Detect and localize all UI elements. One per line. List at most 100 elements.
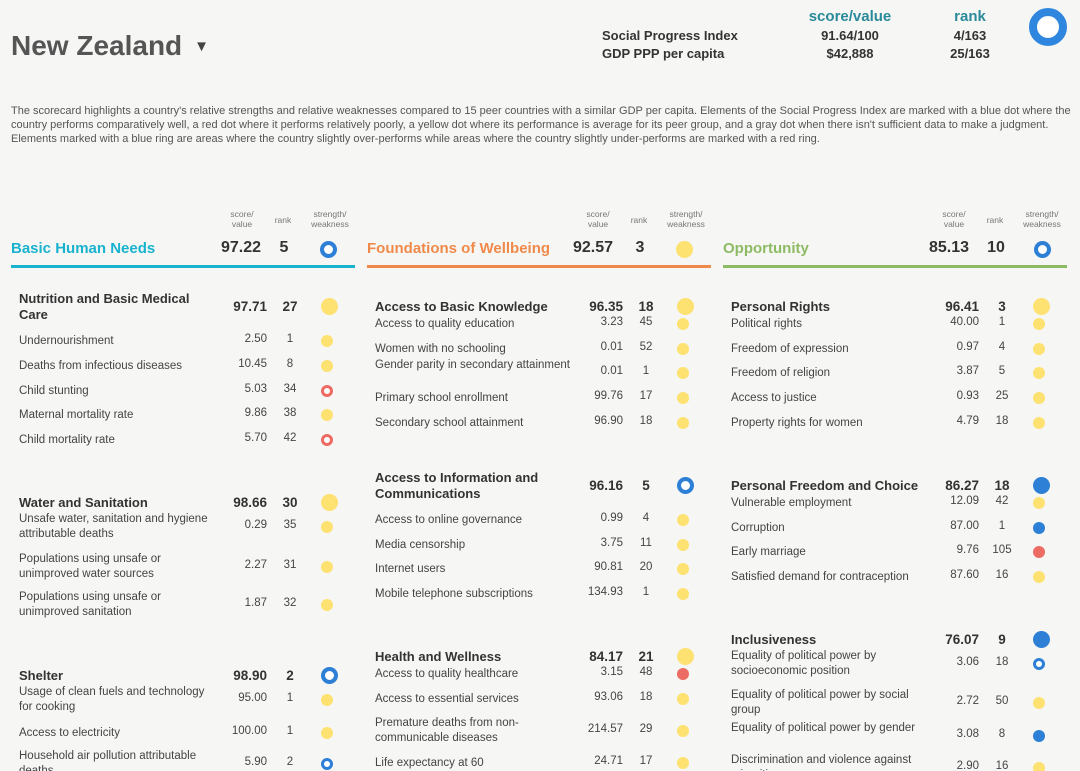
gdp-rank: 25/163 — [950, 46, 990, 61]
gdp-value: $42,888 — [826, 46, 874, 61]
indicator-name: Vulnerable employment — [731, 496, 852, 509]
indicator-name: Gender parity in secondary attainment — [375, 359, 570, 371]
indicator-rank: 48 — [639, 666, 653, 678]
component-score: 98.90 — [233, 668, 267, 683]
spi-score: 91.64/100 — [821, 28, 879, 43]
indicator-name: Freedom of expression — [731, 342, 849, 355]
spi-rank: 4/163 — [953, 28, 987, 43]
yellow-dot-icon — [677, 298, 694, 315]
indicator-rank: 45 — [639, 316, 653, 328]
yellow-dot-icon — [677, 367, 689, 379]
indicator-score: 87.00 — [950, 520, 979, 532]
indicator-name: Corruption — [731, 521, 785, 534]
indicator-name: Media censorship — [375, 538, 466, 551]
dimension-rank: 10 — [987, 239, 1005, 256]
indicator-name: Primary school enrollment — [375, 391, 508, 404]
yellow-dot-icon — [677, 648, 694, 665]
indicator-name: Access to essential services — [375, 692, 519, 705]
country-selector[interactable]: New Zealand ▼ — [11, 30, 209, 62]
dimension-rank: 3 — [635, 239, 645, 256]
component-rank: 9 — [998, 632, 1006, 647]
indicator-rank: 18 — [639, 415, 653, 427]
indicator-score: 0.01 — [600, 341, 623, 353]
indicator-rank: 29 — [639, 723, 653, 735]
scorecard-description: The scorecard highlights a country's rel… — [11, 105, 1071, 145]
gdp-label: GDP PPP per capita — [602, 46, 725, 61]
indicator-score: 24.71 — [594, 755, 623, 767]
indicator-name: Child mortality rate — [19, 433, 115, 446]
dimension-title[interactable]: Foundations of Wellbeing — [367, 240, 551, 257]
component-name: Personal Rights — [731, 299, 830, 314]
indicator-score: 2.90 — [956, 760, 979, 771]
blue-ring-icon — [321, 667, 338, 684]
indicator-name: Equality of political power by social gr… — [731, 689, 909, 716]
dimension-divider — [11, 265, 355, 268]
indicator-name: Life expectancy at 60 — [375, 756, 484, 769]
dimension-divider — [723, 265, 1067, 268]
indicator-name: Unsafe water, sanitation and hygiene att… — [19, 513, 208, 540]
indicator-rank: 1 — [286, 333, 294, 345]
indicator-name: Maternal mortality rate — [19, 408, 134, 421]
indicator-rank: 25 — [995, 390, 1009, 402]
indicator-rank: 2 — [286, 756, 294, 768]
component-rank: 5 — [642, 478, 650, 493]
component-rank: 18 — [638, 299, 654, 314]
indicator-name: Equality of political power by socioecon… — [731, 650, 877, 677]
component-name: Health and Wellness — [375, 649, 502, 664]
indicator-rank: 16 — [995, 760, 1009, 771]
yellow-dot-icon — [677, 757, 689, 769]
yellow-dot-icon — [677, 588, 689, 600]
dimension-status-icon — [1034, 241, 1051, 258]
indicator-rank: 4 — [642, 512, 650, 524]
indicator-name: Internet users — [375, 562, 446, 575]
dimension-basic-human-needs: score/value rank strength/weakness Basic… — [11, 205, 355, 269]
indicator-rank: 32 — [283, 597, 297, 609]
indicator-name: Undernourishment — [19, 334, 114, 347]
yellow-dot-icon — [321, 360, 333, 372]
indicator-name: Early marriage — [731, 545, 806, 558]
yellow-dot-icon — [677, 318, 689, 330]
dimension-title[interactable]: Basic Human Needs — [11, 240, 156, 257]
indicator-score: 40.00 — [950, 316, 979, 328]
yellow-dot-icon — [1033, 762, 1045, 771]
blue-dot-icon — [1033, 477, 1050, 494]
indicator-score: 3.08 — [956, 728, 979, 740]
indicator-score: 3.87 — [956, 365, 979, 377]
indicator-name: Access to online governance — [375, 513, 523, 526]
yellow-dot-icon — [1033, 318, 1045, 330]
chevron-down-icon[interactable]: ▼ — [194, 37, 210, 55]
component-name: Access to Information and Communications — [375, 470, 539, 501]
indicator-score: 2.50 — [244, 333, 267, 345]
red-dot-icon — [1033, 546, 1045, 558]
indicator-rank: 105 — [992, 544, 1012, 556]
dimension-title[interactable]: Opportunity — [723, 240, 809, 257]
yellow-dot-icon — [321, 298, 338, 315]
indicator-score: 134.93 — [587, 586, 623, 598]
yellow-dot-icon — [1033, 367, 1045, 379]
indicator-rank: 42 — [283, 432, 297, 444]
indicator-name: Access to justice — [731, 391, 817, 404]
rank-heading: rank — [954, 8, 986, 25]
yellow-dot-icon — [677, 343, 689, 355]
indicator-rank: 1 — [286, 692, 294, 704]
indicator-name: Property rights for women — [731, 416, 863, 429]
yellow-dot-icon — [1033, 571, 1045, 583]
strength-weakness-caption: strength/weakness — [311, 209, 349, 229]
yellow-dot-icon — [321, 335, 333, 347]
indicator-score: 4.79 — [956, 415, 979, 427]
rank-caption: rank — [274, 215, 292, 225]
indicator-rank: 20 — [639, 561, 653, 573]
indicator-rank: 8 — [286, 358, 294, 370]
dimension-score: 97.22 — [220, 239, 261, 256]
indicator-score: 100.00 — [231, 725, 267, 737]
dimension-score: 85.13 — [928, 239, 969, 256]
yellow-dot-icon — [677, 514, 689, 526]
indicator-rank: 11 — [640, 537, 652, 549]
indicator-score: 95.00 — [238, 692, 267, 704]
indicator-score: 93.06 — [594, 691, 623, 703]
indicator-name: Access to quality education — [375, 317, 515, 330]
component-score: 86.27 — [945, 478, 979, 493]
yellow-dot-icon — [1033, 392, 1045, 404]
blue-dot-icon — [1033, 522, 1045, 534]
indicator-rank: 18 — [639, 691, 653, 703]
